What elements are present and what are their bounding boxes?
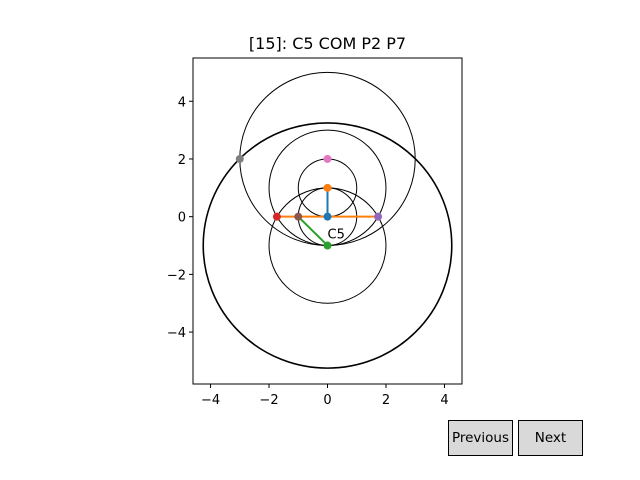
previous-button[interactable]: Previous xyxy=(448,420,513,456)
data-point-6 xyxy=(323,154,332,163)
data-point-2 xyxy=(323,241,332,250)
data-point-5 xyxy=(374,212,383,221)
data-point-0 xyxy=(323,212,332,221)
x-tick-label-3: 2 xyxy=(382,393,390,408)
segment-line-2 xyxy=(297,215,329,247)
y-tick-label-1: −2 xyxy=(167,268,186,283)
x-tick-label-1: −2 xyxy=(259,393,278,408)
y-axis: −4 −2 0 2 4 xyxy=(167,95,193,341)
y-tick-label-2: 0 xyxy=(178,211,186,226)
data-point-3 xyxy=(294,212,303,221)
plot-area: C5 xyxy=(202,71,453,369)
annotation-label-0: C5 xyxy=(328,227,345,242)
y-tick-label-0: −4 xyxy=(167,326,186,341)
x-tick-label-4: 4 xyxy=(440,393,448,408)
data-point-7 xyxy=(235,154,244,163)
data-point-4 xyxy=(272,212,281,221)
y-tick-label-4: 4 xyxy=(178,95,186,110)
data-point-1 xyxy=(323,183,332,192)
x-tick-label-0: −4 xyxy=(201,393,220,408)
circle-5 xyxy=(203,122,452,369)
circle-6 xyxy=(202,122,453,369)
chart-title: [15]: C5 COM P2 P7 xyxy=(249,34,406,53)
x-axis: −4 −2 0 2 4 xyxy=(201,384,449,408)
y-tick-label-3: 2 xyxy=(178,153,186,168)
x-tick-label-2: 0 xyxy=(323,393,331,408)
next-button[interactable]: Next xyxy=(518,420,583,456)
